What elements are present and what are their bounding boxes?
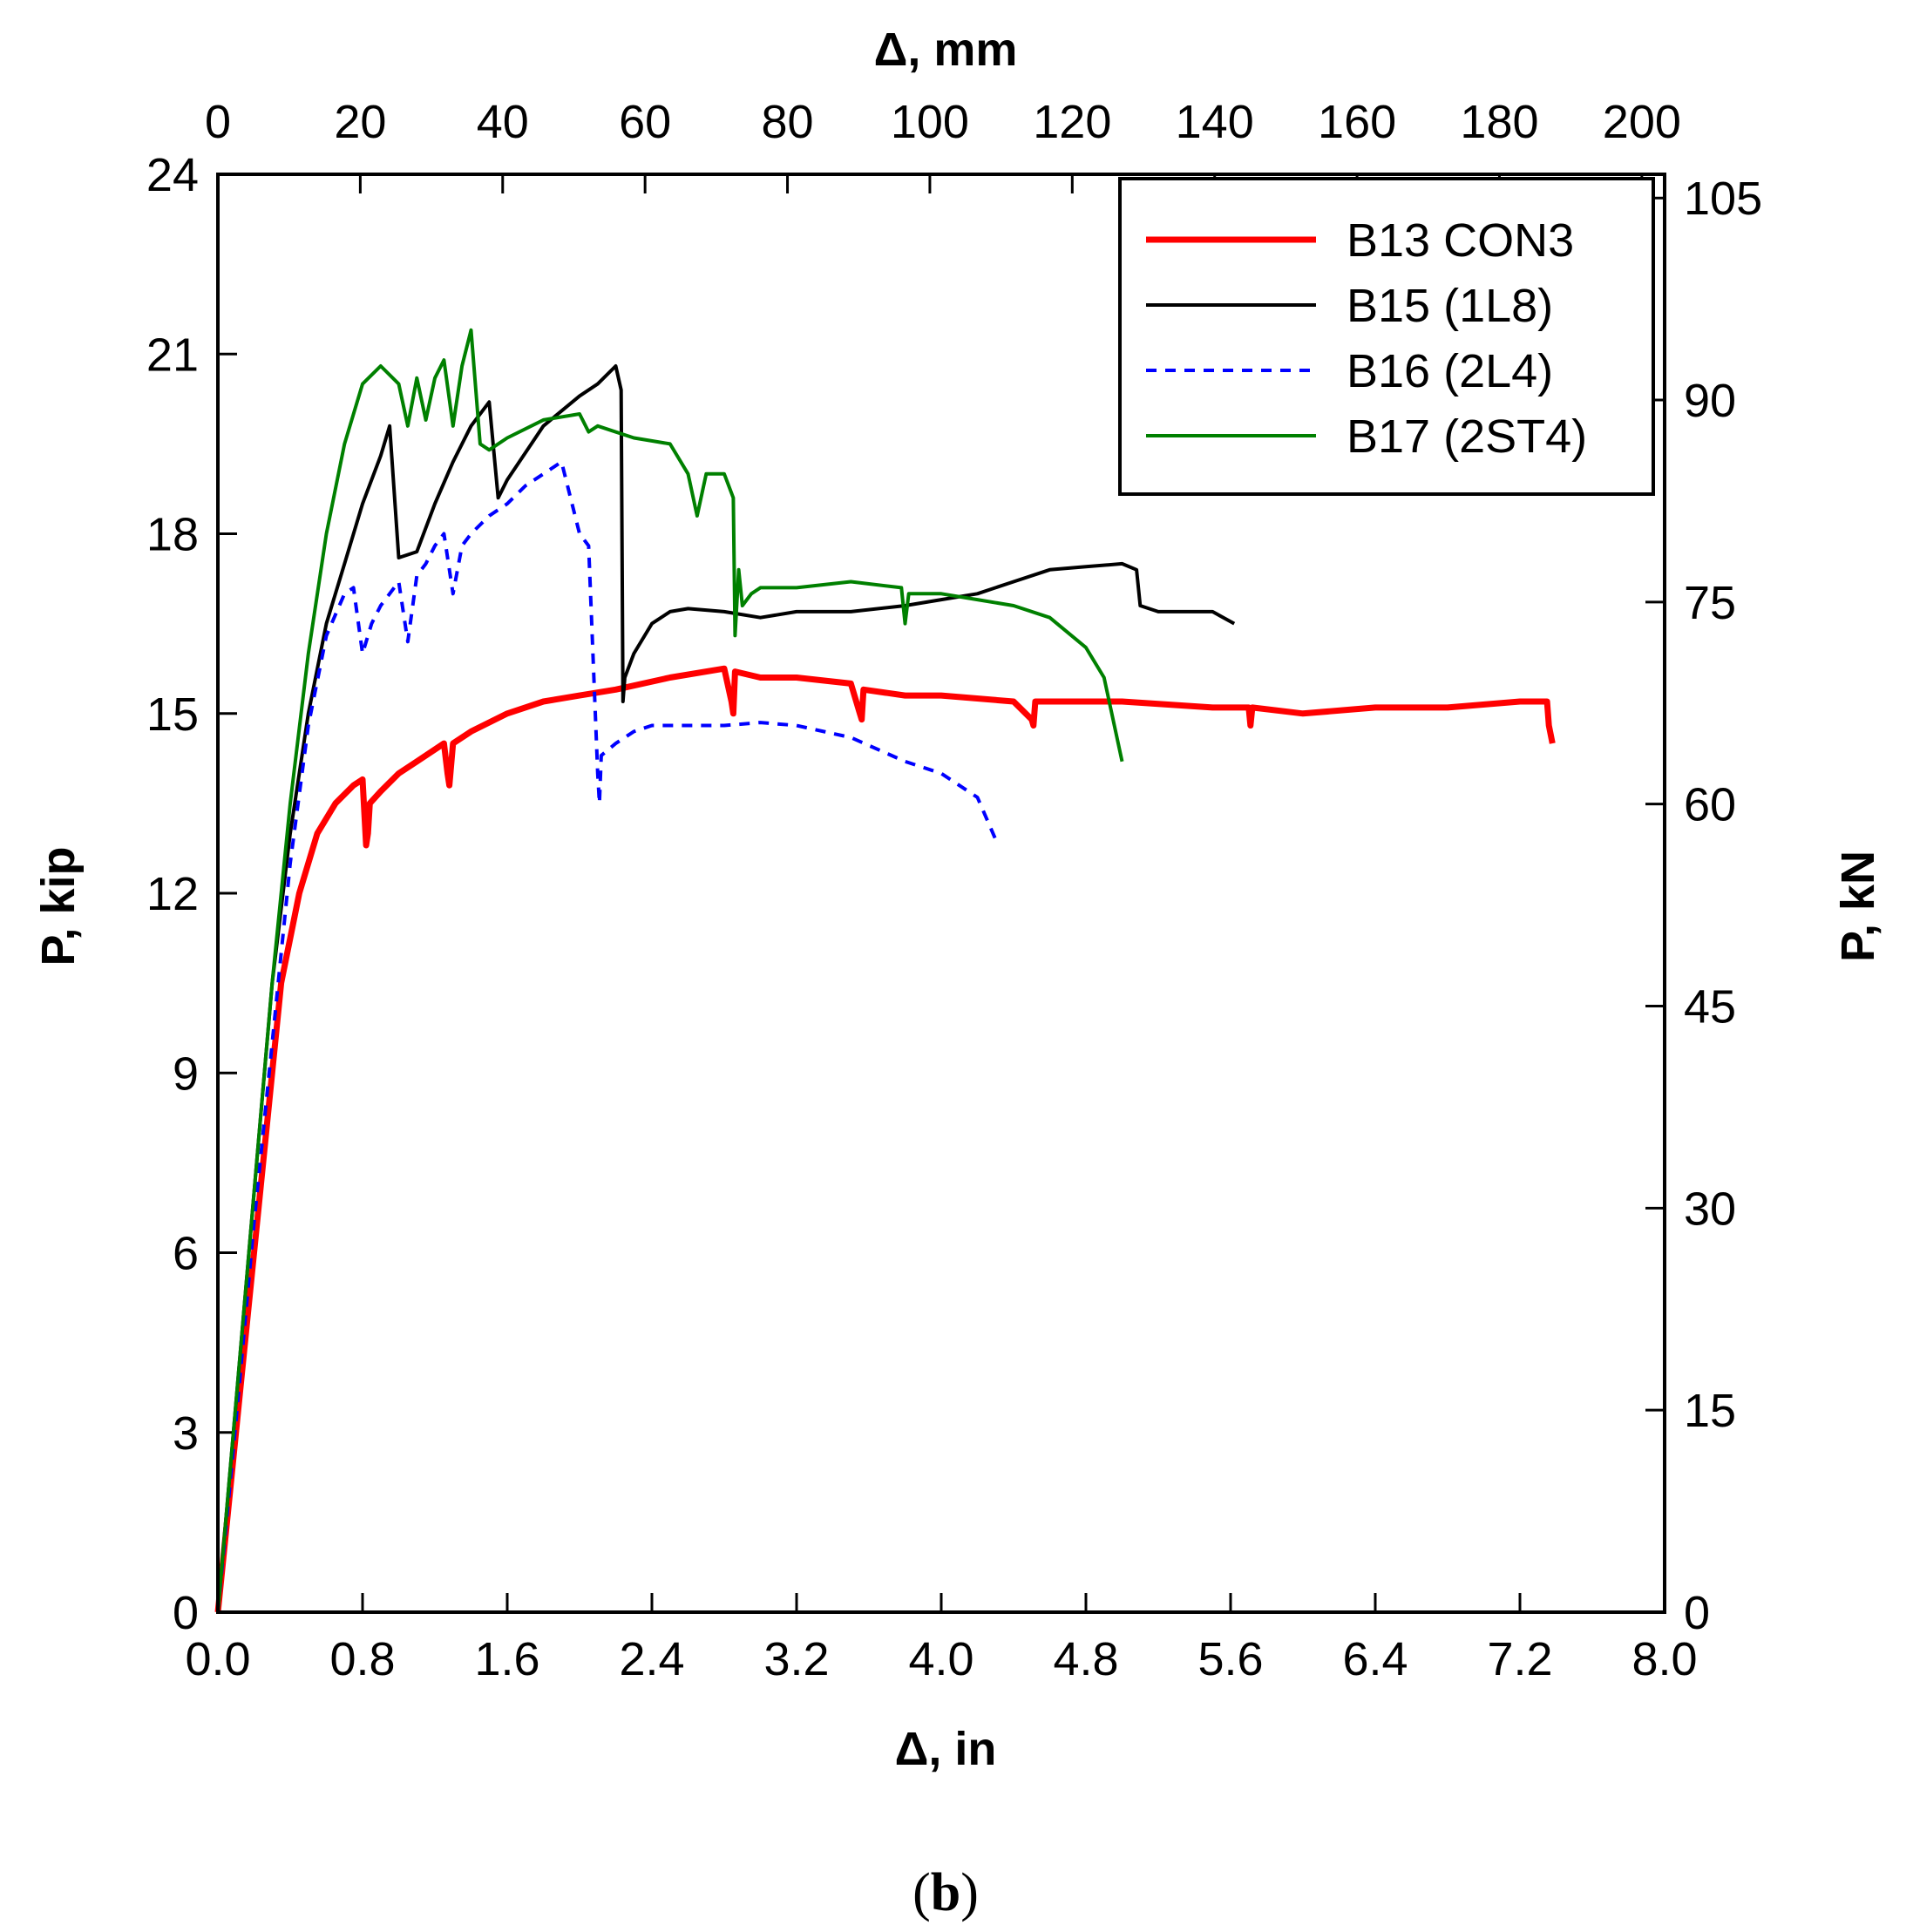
y-left-axis-title: P, kip <box>32 846 85 966</box>
x-bottom-tick-label: 4.8 <box>1053 1633 1118 1685</box>
x-top-tick-label: 200 <box>1603 96 1681 148</box>
series-line-b15-1l8 <box>216 364 1236 1613</box>
x-bottom-tick-label: 0.0 <box>185 1633 250 1685</box>
x-top-tick-label: 20 <box>334 96 386 148</box>
x-bottom-axis-title: Δ, in <box>895 1723 997 1775</box>
plot-frame <box>216 173 1666 1614</box>
y-left-tick-label: 0 <box>173 1587 199 1639</box>
x-top-tick-label: 140 <box>1176 96 1254 148</box>
caption-close-paren: ) <box>960 1863 979 1922</box>
y-left-tick-label: 18 <box>146 509 199 561</box>
legend-label: B17 (2ST4) <box>1347 410 1587 463</box>
x-top-tick-label: 0 <box>205 96 231 148</box>
x-top-tick-label: 40 <box>477 96 529 148</box>
caption-open-paren: ( <box>912 1863 931 1922</box>
y-left-tick-label: 3 <box>173 1407 199 1460</box>
x-top-tick-label: 160 <box>1318 96 1396 148</box>
x-bottom-tick-label: 0.8 <box>329 1633 395 1685</box>
y-right-tick-label: 15 <box>1684 1385 1736 1437</box>
y-left-tick-label: 15 <box>146 688 199 741</box>
x-bottom-tick-label: 8.0 <box>1631 1633 1697 1685</box>
x-bottom-tick-label: 4.0 <box>908 1633 973 1685</box>
y-right-tick-label: 45 <box>1684 981 1736 1034</box>
caption-letter: b <box>931 1863 960 1922</box>
legend-label: B16 (2L4) <box>1347 345 1553 397</box>
x-top-tick-label: 120 <box>1033 96 1111 148</box>
x-bottom-tick-label: 7.2 <box>1487 1633 1552 1685</box>
tick-labels: 0.0 0.8 1.6 2.4 3.2 4.0 4.8 5.6 6.4 7.2 8.00 20 40 60… <box>146 96 1762 1685</box>
figure-caption: (b) <box>912 1863 979 1922</box>
y-right-axis-title: P, kN <box>1832 851 1884 962</box>
x-top-tick-label: 100 <box>891 96 969 148</box>
y-right-tick-label: 90 <box>1684 375 1736 427</box>
y-left-tick-label: 6 <box>173 1228 199 1280</box>
y-right-tick-label: 0 <box>1684 1587 1710 1639</box>
y-right-tick-label: 105 <box>1684 173 1762 225</box>
x-bottom-tick-label: 2.4 <box>619 1633 684 1685</box>
y-left-tick-label: 24 <box>146 149 199 201</box>
x-bottom-tick-label: 3.2 <box>763 1633 829 1685</box>
legend-box <box>1118 177 1655 496</box>
y-right-tick-label: 30 <box>1684 1183 1736 1235</box>
y-right-tick-label: 75 <box>1684 577 1736 629</box>
legend-entries: B13 CON3 B15 (1L8) B16 (2L4) B17 (2ST4) <box>1146 214 1587 463</box>
x-top-tick-label: 180 <box>1460 96 1538 148</box>
legend-label: B15 (1L8) <box>1347 280 1553 332</box>
series-line-b17-2st4 <box>216 328 1124 1613</box>
series-line-b13-con3 <box>214 665 1556 1613</box>
x-top-tick-label: 60 <box>619 96 671 148</box>
y-left-tick-label: 9 <box>173 1047 199 1100</box>
x-top-axis-title: Δ, mm <box>874 24 1018 76</box>
series-lines <box>214 328 1556 1613</box>
y-right-tick-label: 60 <box>1684 779 1736 831</box>
legend: B13 CON3 B15 (1L8) B16 (2L4) B17 (2ST4) <box>1118 177 1655 496</box>
y-left-tick-label: 12 <box>146 868 199 920</box>
x-top-tick-label: 80 <box>762 96 814 148</box>
x-bottom-tick-label: 1.6 <box>474 1633 539 1685</box>
y-left-tick-label: 21 <box>146 329 199 381</box>
series-line-b16-2l4 <box>216 460 998 1613</box>
legend-label: B13 CON3 <box>1347 214 1574 267</box>
x-bottom-tick-label: 6.4 <box>1342 1633 1408 1685</box>
x-bottom-tick-label: 5.6 <box>1197 1633 1263 1685</box>
